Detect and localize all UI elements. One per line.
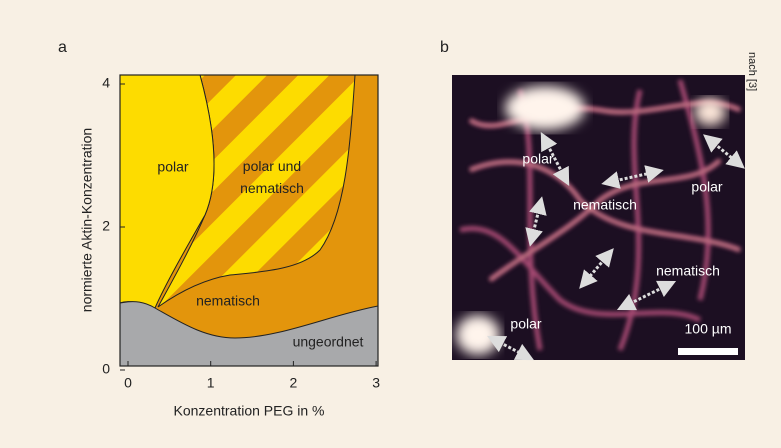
x-tick-label: 2	[290, 375, 298, 391]
scale-bar-label: 100 µm	[685, 321, 732, 337]
annotation: nematisch	[656, 263, 720, 279]
region-label-text: polar und nematisch	[232, 155, 312, 199]
x-axis-label: Konzentration PEG in %	[174, 403, 325, 419]
y-tick-label: 0	[102, 361, 110, 377]
y-axis-label: normierte Aktin-Konzentration	[79, 128, 95, 312]
annotation: polar	[510, 316, 541, 332]
phase-diagram	[120, 75, 378, 366]
source-note: nach [3]	[746, 52, 758, 91]
y-tick-label: 2	[102, 218, 110, 234]
region-label: ungeordnet	[293, 334, 364, 350]
annotation: polar	[522, 151, 553, 167]
region-label: polar und nematisch	[232, 155, 312, 205]
x-tick-label: 0	[124, 375, 132, 391]
region-label: nematisch	[196, 293, 260, 309]
annotation: polar	[691, 179, 722, 195]
y-tick-label: 4	[102, 75, 110, 91]
figure: nach [3] a polar polar und nematisch nem…	[0, 0, 781, 448]
panel-label: b	[440, 39, 449, 56]
microscopy-image	[452, 75, 745, 360]
region-label: polar	[157, 159, 188, 175]
panel-label: a	[58, 39, 67, 56]
annotation: nematisch	[573, 197, 637, 213]
x-tick-label: 1	[207, 375, 215, 391]
x-tick-label: 3	[372, 375, 380, 391]
